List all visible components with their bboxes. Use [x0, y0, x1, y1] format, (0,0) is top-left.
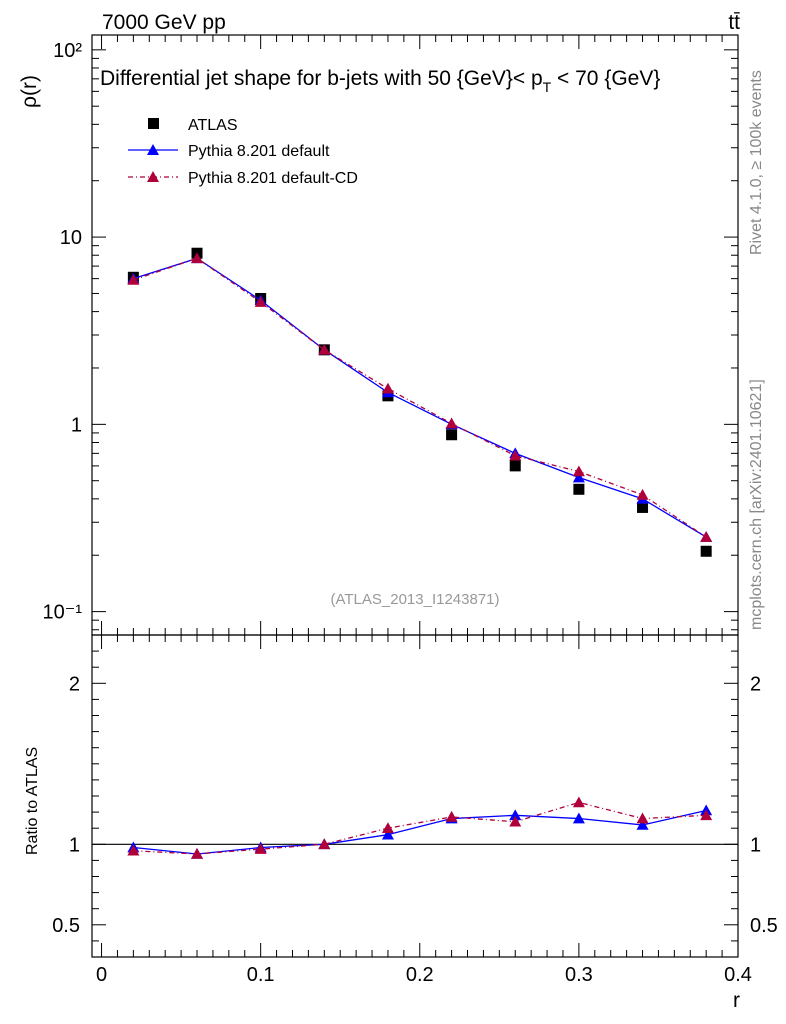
- x-tick-label: 0.4: [724, 964, 752, 986]
- ratio-pythia-default-cd-point: [572, 796, 585, 808]
- pythia-default-cd-point: [572, 465, 585, 477]
- pythia-default-cd-point: [700, 531, 713, 542]
- atlas-data-point: [509, 460, 521, 472]
- ratio-y-axis-label: Ratio to ATLAS: [24, 747, 41, 855]
- rivet-version-label: Rivet 4.1.0, ≥ 100k events: [748, 70, 765, 255]
- tick-labels: 10⁻¹ 1 10 10² 0.5 0.5 1 1 2 2 0 0.1 0.2 0.3 0.4: [43, 40, 778, 986]
- ratio-y-tick-label-left: 2: [69, 673, 80, 695]
- ratio-pythia-default-cd-point: [509, 815, 522, 827]
- main-axis-ticks: [92, 35, 739, 635]
- ratio-pythia-default-cd-point: [445, 810, 458, 822]
- ratio-axis-ticks: [92, 635, 739, 957]
- main-y-tick-label: 10⁻¹: [43, 602, 83, 624]
- ratio-pythia-default-cd-line: [133, 801, 707, 855]
- ratio-pythia-default-cd-point: [318, 838, 331, 850]
- energy-label: 7000 GeV pp: [102, 11, 226, 34]
- ratio-y-tick-label-right: 1: [750, 834, 761, 856]
- atlas-data-point: [573, 483, 585, 495]
- ratio-plot-frame: [91, 634, 739, 958]
- chart-title: Differential jet shape for b-jets with 5…: [100, 67, 660, 95]
- pythia-default-cd-point: [318, 343, 331, 355]
- pythia-default-cd-point: [254, 296, 267, 307]
- chart-title-subscript: T: [543, 79, 552, 95]
- analysis-id-label: (ATLAS_2013_I1243871): [330, 591, 499, 608]
- pythia-default-cd-point: [445, 417, 458, 429]
- ratio-pythia-default-cd-point: [127, 844, 140, 856]
- ratio-pythia-default-point: [636, 818, 649, 830]
- ratio-y-tick-label-right: 0.5: [750, 915, 778, 937]
- legend-label-atlas: ATLAS: [188, 117, 238, 134]
- ratio-pythia-default-point: [509, 809, 522, 821]
- pythia-default-cd-point: [381, 382, 394, 394]
- ratio-pythia-default-point: [572, 812, 585, 824]
- pythia-default-cd-point: [636, 488, 649, 500]
- x-tick-label: 0.3: [565, 964, 593, 986]
- ratio-y-tick-label-left: 0.5: [52, 915, 80, 937]
- ratio-pythia-default-cd-point: [636, 812, 649, 824]
- ratio-pythia-default-cd-point: [381, 822, 394, 833]
- x-axis-label: r: [733, 989, 740, 1012]
- legend-marker-pythia-default-cd: [147, 171, 159, 182]
- legend-label-pythia-default-cd: Pythia 8.201 default-CD: [188, 170, 358, 187]
- ratio-pythia-default-point: [381, 828, 394, 840]
- pythia-default-cd-line: [133, 257, 707, 538]
- ratio-pythia-default-cd-point: [700, 809, 713, 821]
- legend: ATLAS Pythia 8.201 default Pythia 8.201 …: [128, 117, 358, 187]
- pythia-default-point: [572, 471, 585, 483]
- ratio-pythia-default-cd-point: [191, 847, 204, 859]
- x-tick-label: 0.2: [406, 964, 434, 986]
- chart-title-suffix: < 70 {GeV}: [551, 67, 660, 90]
- legend-marker-pythia-default: [147, 144, 159, 155]
- pythia-default-cd-point: [191, 252, 204, 264]
- mcplots-label: mcplots.cern.ch [arXiv:2401.10621]: [748, 379, 765, 630]
- ratio-y-tick-label-right: 2: [750, 673, 761, 695]
- pythia-default-line: [133, 257, 707, 538]
- ratio-data-series: [92, 796, 738, 859]
- atlas-data-point: [637, 501, 649, 513]
- x-tick-label: 0: [96, 964, 107, 986]
- chart-title-prefix: Differential jet shape for b-jets with 5…: [100, 67, 543, 90]
- atlas-data-point: [446, 429, 458, 441]
- main-y-tick-label: 1: [71, 414, 82, 436]
- ratio-y-tick-label-left: 1: [69, 834, 80, 856]
- pythia-default-cd-point: [509, 449, 522, 461]
- ratio-pythia-default-cd-point: [254, 843, 267, 854]
- main-y-tick-label: 10: [60, 227, 82, 249]
- atlas-data-point: [700, 545, 712, 557]
- pythia-default-cd-point: [127, 273, 140, 285]
- main-y-axis-label: ρ(r): [18, 75, 41, 108]
- main-y-tick-label: 10²: [53, 40, 82, 62]
- legend-label-pythia-default: Pythia 8.201 default: [188, 143, 330, 160]
- ratio-pythia-default-line: [133, 809, 707, 855]
- legend-marker-atlas: [148, 118, 159, 129]
- process-label: tt̄: [728, 11, 740, 34]
- main-data-series: [127, 247, 713, 557]
- x-tick-label: 0.1: [247, 964, 275, 986]
